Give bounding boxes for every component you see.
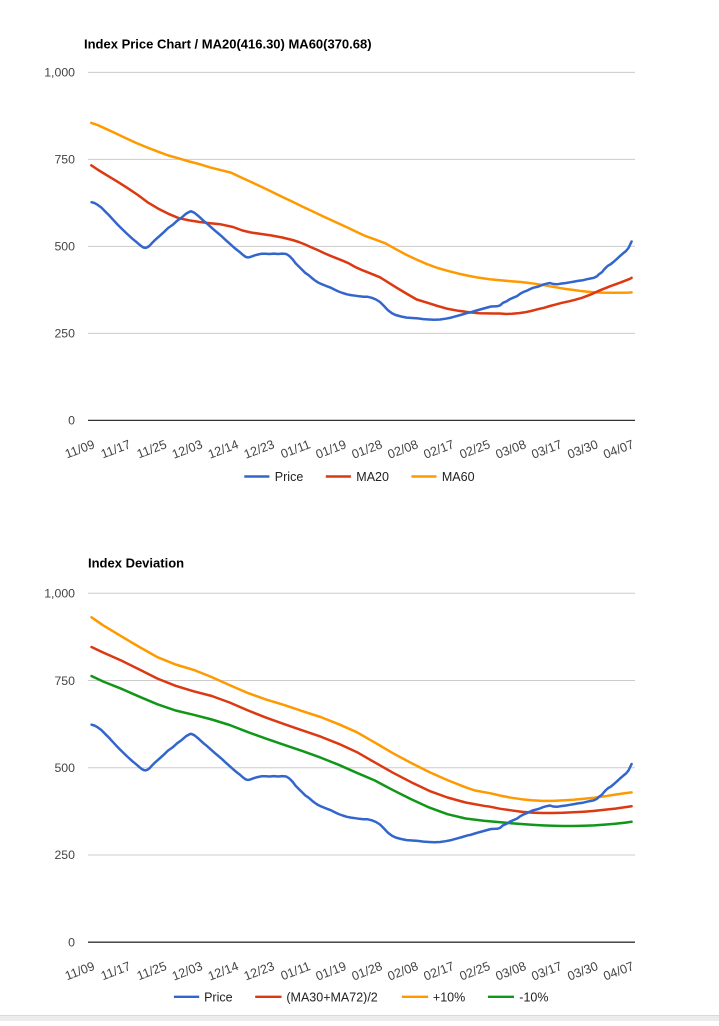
svg-text:Index Price Chart / MA20(416.3: Index Price Chart / MA20(416.30) MA60(37…	[84, 37, 372, 52]
svg-text:+10%: +10%	[433, 990, 465, 1004]
svg-text:250: 250	[54, 327, 75, 341]
svg-text:750: 750	[54, 153, 75, 167]
svg-text:750: 750	[54, 674, 75, 688]
svg-text:Index Deviation: Index Deviation	[88, 556, 184, 571]
svg-text:500: 500	[54, 761, 75, 775]
svg-text:0: 0	[68, 936, 75, 950]
svg-text:250: 250	[54, 848, 75, 862]
svg-text:-10%: -10%	[519, 990, 548, 1004]
svg-text:1,000: 1,000	[44, 587, 75, 601]
svg-text:MA20: MA20	[356, 470, 389, 484]
svg-text:MA60: MA60	[442, 470, 475, 484]
svg-text:Price: Price	[204, 990, 233, 1004]
svg-text:0: 0	[68, 414, 75, 428]
svg-text:1,000: 1,000	[44, 66, 75, 80]
svg-text:(MA30+MA72)/2: (MA30+MA72)/2	[286, 990, 377, 1004]
svg-text:500: 500	[54, 240, 75, 254]
svg-text:Price: Price	[275, 470, 304, 484]
